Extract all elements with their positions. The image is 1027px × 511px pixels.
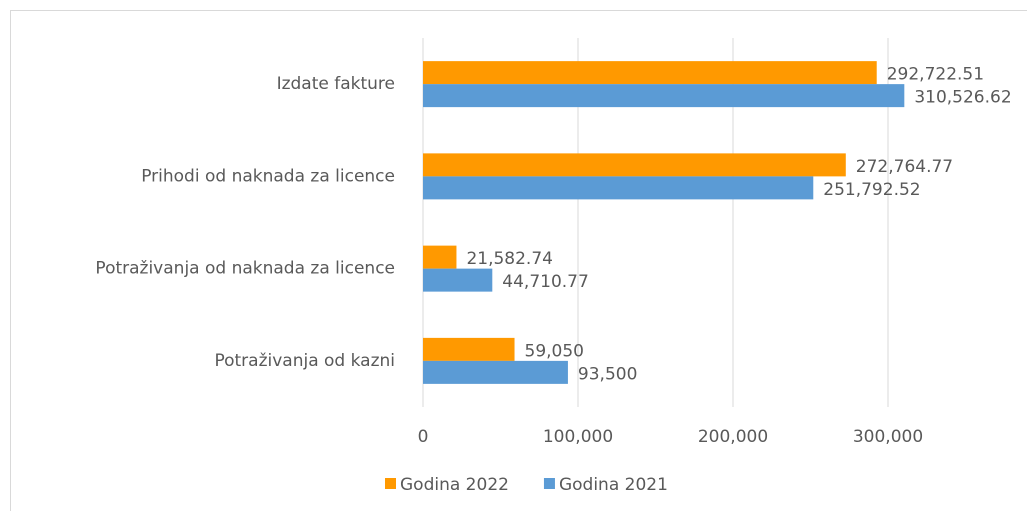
y-tick-label: Izdate fakture <box>277 74 395 94</box>
data-label: 310,526.62 <box>914 88 1011 108</box>
x-tick-label: 0 <box>418 427 429 447</box>
legend-swatch <box>385 478 396 489</box>
x-tick-label: 300,000 <box>853 427 923 447</box>
legend-label: Godina 2022 <box>400 475 509 495</box>
bar <box>423 153 846 177</box>
legend-label: Godina 2021 <box>559 475 668 495</box>
data-label: 93,500 <box>578 364 637 384</box>
bar <box>423 176 814 200</box>
bar <box>423 84 905 108</box>
data-label: 251,792.52 <box>823 180 920 200</box>
y-tick-label: Prihodi od naknada za licence <box>141 166 395 186</box>
bar <box>423 360 568 384</box>
bar <box>423 268 493 292</box>
bar <box>423 245 457 269</box>
data-label: 292,722.51 <box>887 65 984 85</box>
y-tick-label: Potraživanja od naknada za licence <box>95 259 395 279</box>
data-label: 59,050 <box>525 341 584 361</box>
legend-swatch <box>543 478 555 489</box>
data-label: 44,710.77 <box>502 272 589 292</box>
y-tick-label: Potraživanja od kazni <box>214 351 395 371</box>
x-tick-label: 200,000 <box>698 427 768 447</box>
bar <box>423 337 515 361</box>
data-label: 21,582.74 <box>466 249 553 269</box>
data-label: 272,764.77 <box>856 157 953 177</box>
bar <box>423 61 877 85</box>
x-tick-label: 100,000 <box>543 427 613 447</box>
